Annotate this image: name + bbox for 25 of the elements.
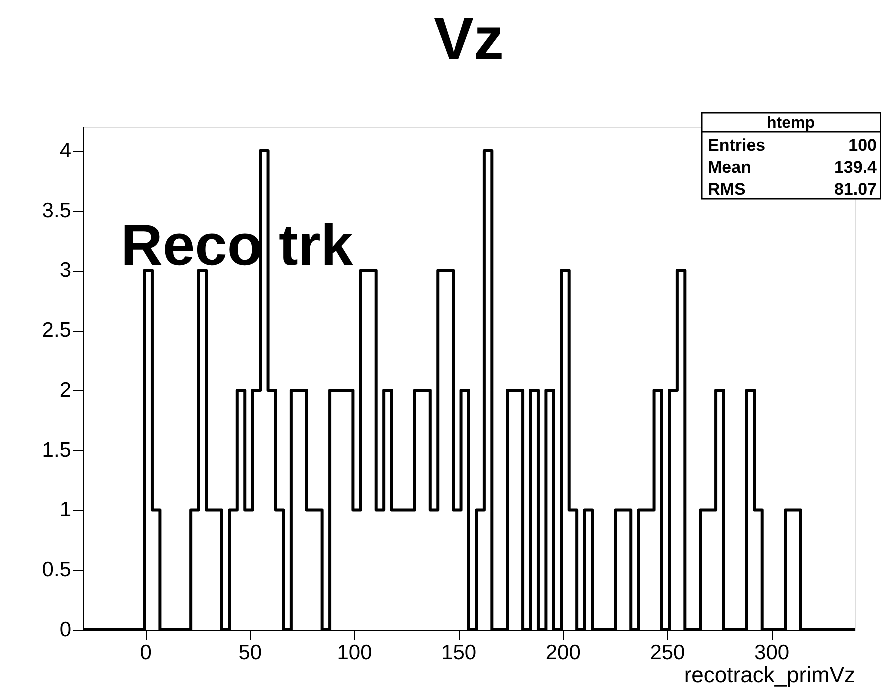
y-tick-label: 3 bbox=[60, 259, 72, 282]
annotation: 139.4 bbox=[834, 158, 878, 177]
annotation: 81.07 bbox=[834, 180, 877, 199]
y-tick-label: 1 bbox=[60, 498, 72, 522]
x-tick-label: 50 bbox=[238, 642, 262, 664]
x-tick-label: 150 bbox=[442, 642, 477, 664]
annotation: RMS bbox=[708, 180, 746, 199]
y-tick-label: 2 bbox=[60, 378, 72, 402]
y-tick-label: 1.5 bbox=[42, 438, 72, 462]
x-tick-label: 100 bbox=[337, 642, 372, 664]
y-tick-label: 0.5 bbox=[42, 558, 72, 582]
x-tick-label: 300 bbox=[754, 642, 790, 664]
x-tick-label: 0 bbox=[140, 642, 152, 664]
y-tick-label: 2.5 bbox=[42, 319, 72, 342]
annotation: Entries bbox=[708, 136, 766, 155]
x-axis-title: recotrack_primVz bbox=[684, 662, 856, 688]
y-tick-label: 0 bbox=[60, 618, 72, 642]
y-tick-label: 4 bbox=[60, 139, 72, 162]
y-tick-label: 3.5 bbox=[42, 199, 72, 222]
x-tick-label: 250 bbox=[650, 642, 686, 664]
annotation: htemp bbox=[767, 115, 816, 132]
x-tick-label: 200 bbox=[546, 642, 581, 664]
chart-title: Vz bbox=[434, 5, 504, 72]
annotation: 100 bbox=[848, 136, 877, 155]
annotation: Mean bbox=[708, 158, 752, 177]
